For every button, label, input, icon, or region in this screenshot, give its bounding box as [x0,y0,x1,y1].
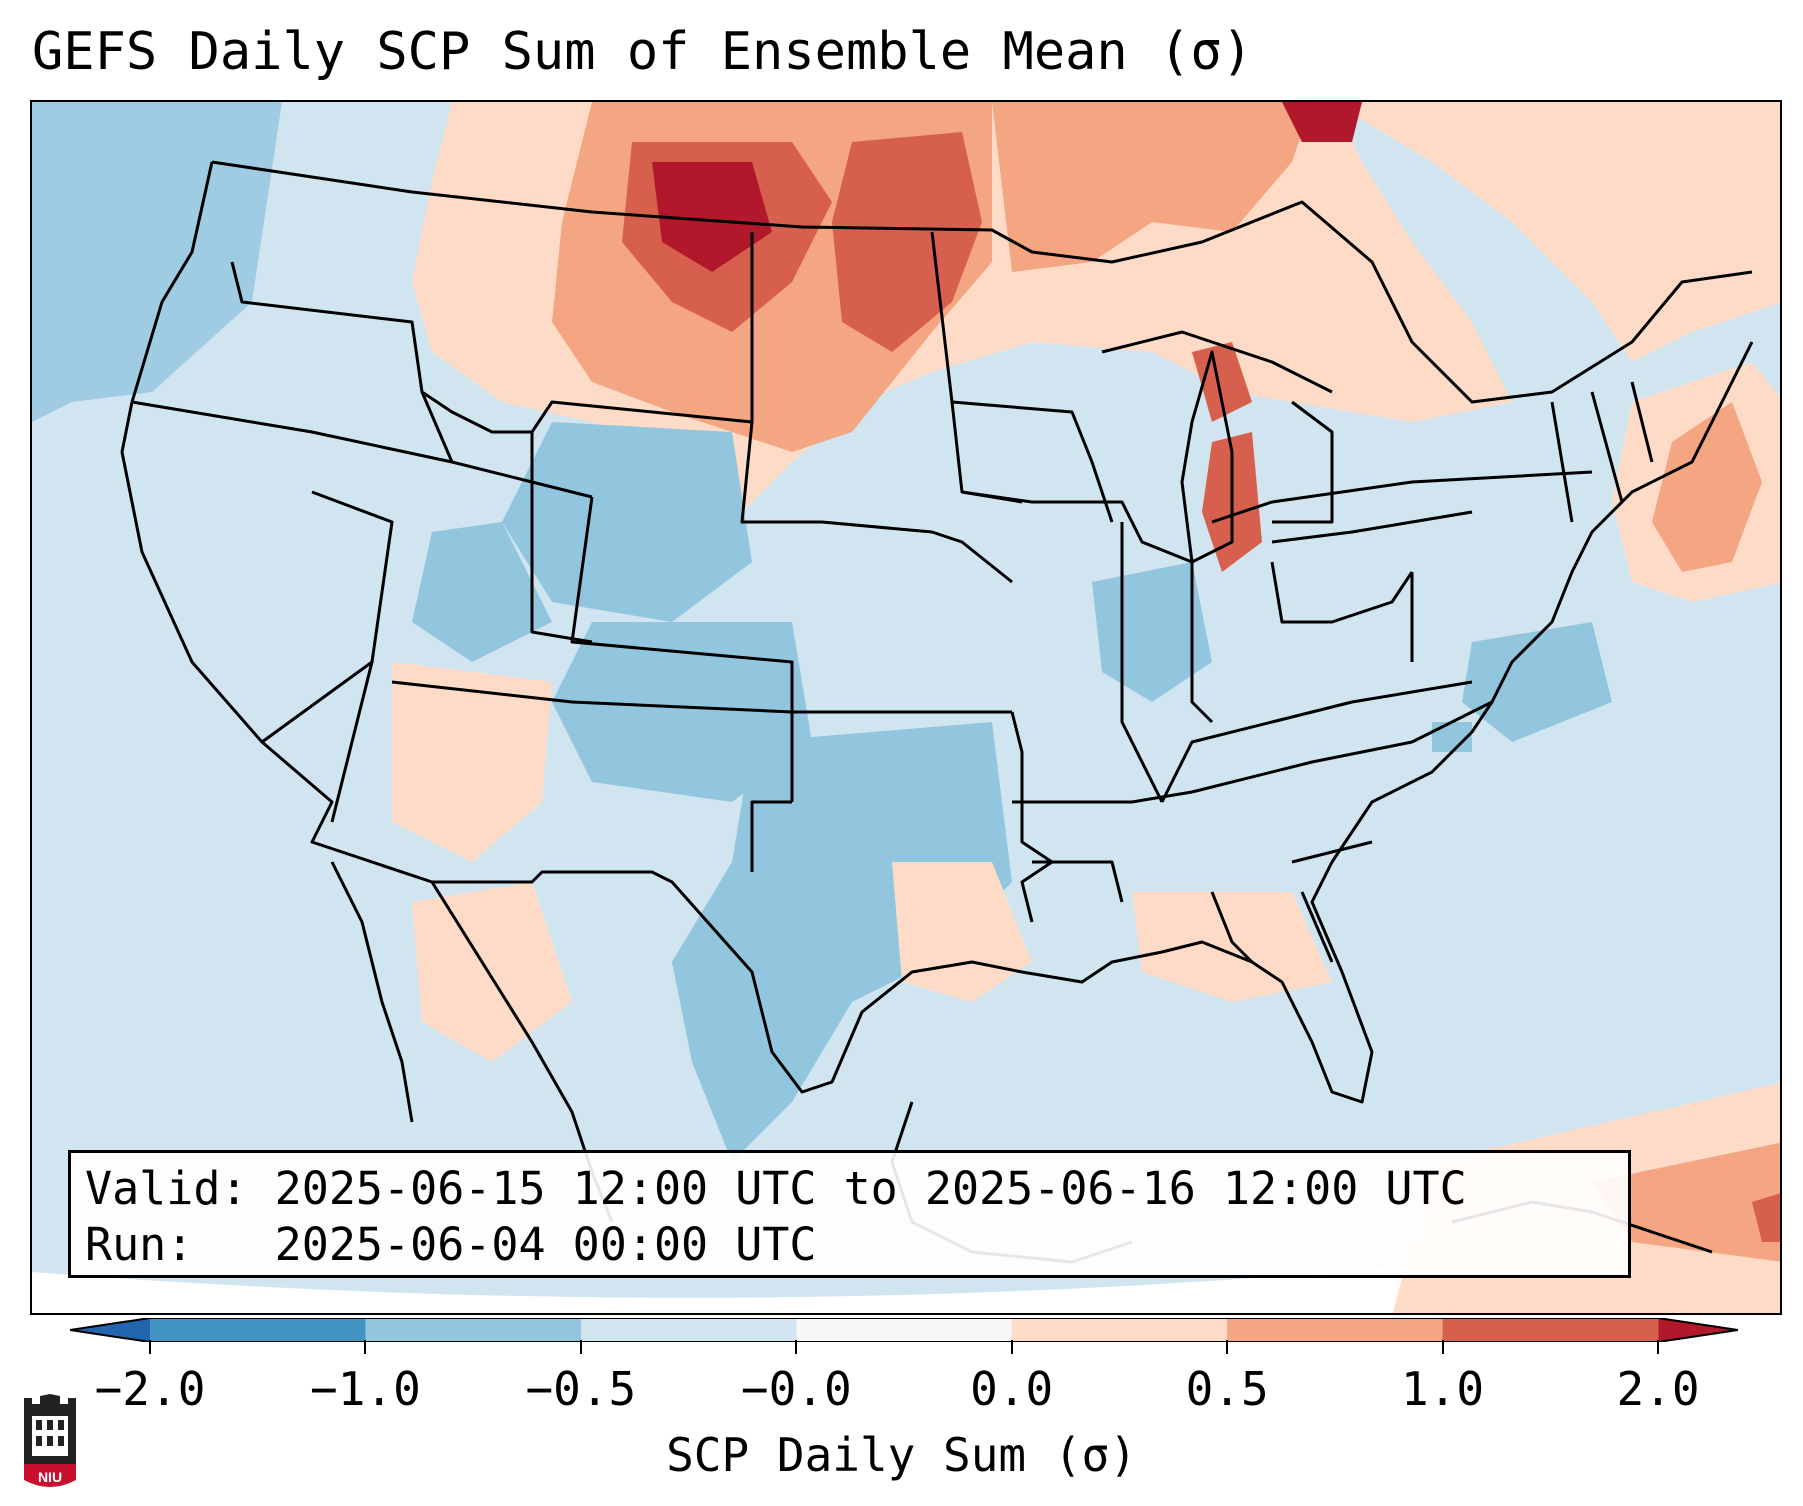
political-borders [120,160,1754,1264]
colorbar-tick-mark [579,1340,582,1354]
run-time-text: Run: 2025-06-04 00:00 UTC [85,1218,817,1271]
colorbar-bin [150,1318,366,1342]
map-title: GEFS Daily SCP Sum of Ensemble Mean (σ) [32,22,1253,82]
lake-erie-shore [1271,510,1473,544]
colorbar-bin [365,1318,582,1342]
colorbar-label: SCP Daily Sum (σ) [666,1428,1137,1482]
colorbar-tick-label: −1.0 [310,1362,421,1416]
colorbar-tick-label: −2.0 [94,1362,206,1416]
colorbar-tick-mark [795,1340,798,1354]
colorbar-under-triangle [70,1318,150,1342]
valid-run-info-box: Valid: 2025-06-15 12:00 UTC to 2025-06-1… [68,1150,1631,1278]
colorbar-bin [580,1318,797,1342]
lake-michigan [1180,350,1234,564]
colorbar-tick-label: −0.5 [525,1362,637,1416]
colorbar-bin [1442,1318,1659,1342]
colorbar-tick-mark [1010,1340,1013,1354]
colorbar-bin [1227,1318,1444,1342]
niu-castle-logo-icon: NIU [24,1394,76,1487]
colorbar-tick-mark [1441,1340,1444,1354]
us-canada-border [211,160,1753,404]
colorbar-bin [796,1318,1013,1342]
colorbar-tick-mark [364,1340,367,1354]
colorbar-tick-mark [149,1340,151,1354]
colorbar-tick-mark [1226,1340,1229,1354]
colorbar-tick-label: 0.5 [1185,1362,1269,1416]
michigan-outline [1272,400,1334,524]
baja-coast [330,861,414,1123]
colorbar-tick-label: 0.0 [970,1362,1054,1416]
colorbar-tick-label: −0.0 [740,1362,852,1416]
colorbar-bin [1011,1318,1228,1342]
map-panel [30,100,1782,1315]
colorbar-tick-label: 1.0 [1401,1362,1485,1416]
colorbar [70,1318,1738,1342]
lake-superior-shore [1101,330,1333,394]
map-svg [32,102,1780,1313]
valid-time-text: Valid: 2025-06-15 12:00 UTC to 2025-06-1… [85,1162,1467,1215]
logo-text: NIU [38,1469,62,1485]
projection-edge [32,1222,1780,1313]
colorbar-over-triangle [1658,1318,1738,1342]
colorbar-bins [150,1318,1659,1342]
colorbar-tick-label: 2.0 [1616,1362,1700,1416]
colorbar-tick-mark [1657,1340,1659,1354]
